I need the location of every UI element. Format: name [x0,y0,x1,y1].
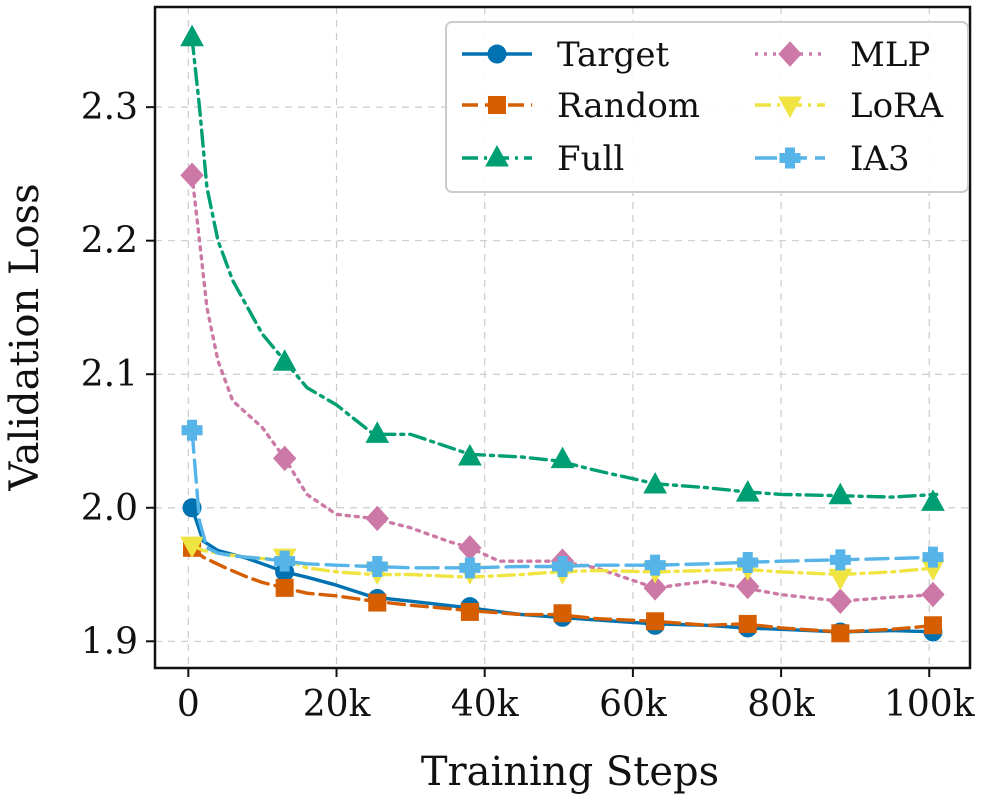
legend-swatch-marker [485,144,509,167]
data-point-random [923,616,942,635]
data-point-mlp [180,162,204,188]
data-point-full [735,480,760,502]
y-tick-label: 2.0 [81,488,138,529]
legend: Target Random Full MLP LoRA IA3 [445,21,969,193]
x-axis-title: Training Steps [421,749,719,795]
legend-item-lora: LoRA [755,86,944,126]
legend-swatch-marker [779,147,801,169]
data-point-full [458,443,482,466]
legend-swatch-marker [488,96,506,114]
data-point-mlp [828,588,853,614]
legend-label: Random [557,86,700,126]
y-tick-label: 2.1 [81,354,138,395]
data-point-full [828,482,853,505]
data-point-mlp [458,535,482,561]
series-line-full [190,36,939,499]
data-point-random [368,593,387,612]
data-point-full [643,472,667,494]
legend-label: IA3 [850,139,910,179]
data-point-full [550,446,575,469]
y-tick-label: 2.3 [81,87,138,128]
data-point-lora [828,568,853,591]
series-mlp [180,162,945,614]
data-point-ia3 [829,549,851,571]
legend-label: Full [557,139,624,179]
y-axis-title: Validation Loss [2,183,48,491]
legend-label: MLP [850,35,930,75]
legend-box [445,21,969,193]
data-point-full [272,349,297,371]
data-point-ia3 [922,546,944,568]
series-ia3 [181,419,944,579]
series-full [180,24,945,511]
legend-item-mlp: MLP [755,35,930,75]
data-point-mlp [365,505,389,532]
data-point-full [921,489,945,511]
data-point-full [180,24,204,47]
data-point-random [646,612,665,631]
data-point-random [460,602,479,621]
y-tick-label: 1.9 [81,621,138,662]
data-point-random [738,614,757,633]
x-tick-label: 20k [303,684,372,725]
x-tick-label: 80k [747,684,816,725]
data-point-mlp [921,581,945,608]
data-point-ia3 [644,554,666,576]
data-point-ia3 [552,556,573,578]
data-point-random [275,578,294,597]
data-point-ia3 [459,557,481,579]
legend-item-random: Random [462,86,700,126]
x-axis-ticks: 0 20k 40k 60k 80k 100k [177,668,976,725]
legend-swatch-marker [487,44,507,64]
legend-item-full: Full [462,139,624,179]
data-point-mlp [272,445,297,472]
series-line-mlp [190,173,939,603]
legend-label: LoRA [850,86,944,126]
series-layer [180,24,945,643]
y-axis-ticks: 1.9 2.0 2.1 2.2 2.3 [81,87,155,662]
x-tick-label: 60k [599,684,668,725]
data-point-mlp [643,575,667,601]
legend-swatch-marker [778,96,802,119]
data-point-ia3 [737,552,759,574]
data-point-random [831,624,850,643]
data-point-mlp [736,573,760,600]
legend-label: Target [557,35,669,75]
data-point-random [553,604,572,623]
x-tick-label: 40k [451,684,520,725]
data-point-ia3 [274,550,296,572]
x-tick-label: 100k [884,684,976,725]
x-tick-label: 0 [177,684,200,725]
data-point-lora [180,536,204,559]
legend-item-ia3: IA3 [755,139,910,179]
legend-item-target: Target [462,35,669,75]
data-point-full [365,421,390,443]
y-tick-label: 2.2 [81,221,138,262]
plot-frame [153,5,972,670]
data-point-ia3 [181,419,203,441]
legend-swatch-marker [778,41,802,67]
data-point-ia3 [366,556,388,578]
